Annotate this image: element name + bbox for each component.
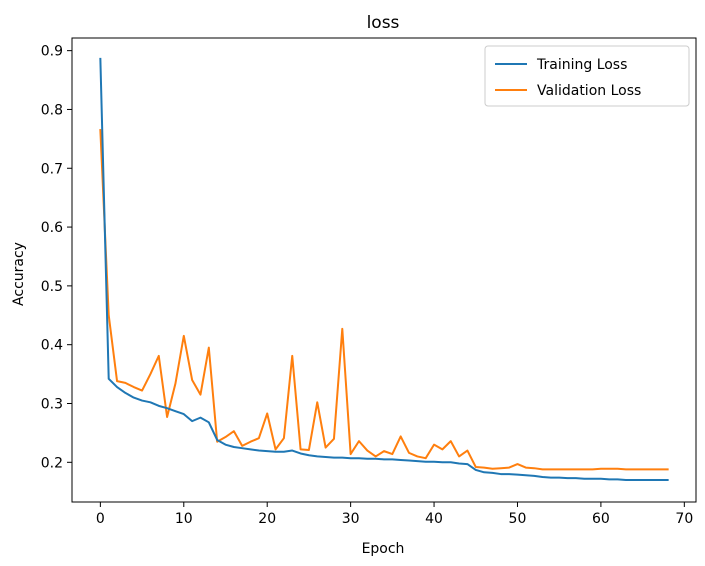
x-tick-label: 40	[425, 511, 443, 527]
y-tick-label: 0.3	[41, 396, 63, 412]
y-tick-label: 0.8	[41, 102, 63, 118]
y-axis: 0.2 0.3 0.4 0.5 0.6 0.7 0.8 0.9	[41, 44, 72, 471]
legend-entry-label: Training Loss	[536, 57, 627, 73]
chart-title: loss	[367, 13, 400, 33]
y-tick-label: 0.5	[41, 279, 63, 295]
legend-entry-label: Validation Loss	[537, 83, 641, 99]
series-line-training-loss	[99, 57, 669, 481]
x-tick-label: 0	[96, 511, 105, 527]
y-tick-label: 0.2	[41, 455, 63, 471]
axes-frame	[71, 37, 697, 503]
x-tick-label: 60	[592, 511, 610, 527]
series-layer	[99, 57, 669, 481]
x-tick-label: 20	[258, 511, 276, 527]
x-tick-label: 30	[342, 511, 360, 527]
x-axis-label: Epoch	[362, 541, 405, 557]
series-line-validation-loss	[99, 128, 669, 471]
x-axis: 0 10 20 30 40 50 60 70	[96, 502, 693, 527]
x-tick-label: 50	[509, 511, 527, 527]
legend: Training Loss Validation Loss	[484, 45, 690, 107]
legend-box	[484, 45, 690, 107]
x-tick-label: 70	[675, 511, 693, 527]
x-tick-label: 10	[175, 511, 193, 527]
y-tick-label: 0.4	[41, 338, 63, 354]
y-tick-label: 0.6	[41, 220, 63, 236]
y-tick-label: 0.7	[41, 161, 63, 177]
y-tick-label: 0.9	[41, 44, 63, 60]
y-axis-label: Accuracy	[11, 242, 27, 306]
